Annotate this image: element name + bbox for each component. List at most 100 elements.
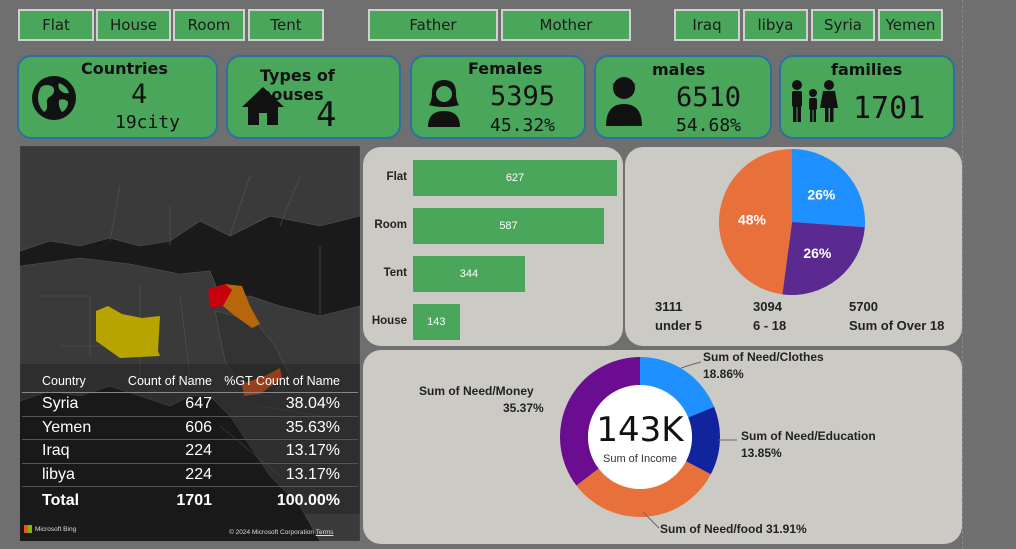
kpi-house-types-value: 4 [316,95,337,135]
female-icon [428,80,460,127]
cell-count: 224 [185,442,212,460]
kpi-males-card: males 6510 54.68% [594,55,772,139]
slicer-room[interactable]: Room [173,9,245,41]
col-country-header[interactable]: Country [42,373,86,388]
kpi-countries-card: Countries 4 19city [17,55,218,139]
need-education-pct: 13.85% [741,446,782,460]
kpi-families-card: families 1701 [779,55,955,139]
copyright-text: © 2024 Microsoft Corporation [229,529,314,536]
bar-house[interactable]: 143 [413,304,460,340]
needs-donut-slice[interactable] [560,357,640,486]
slicer-libya[interactable]: libya [743,9,808,41]
bar-value-label: 587 [499,220,518,232]
kpi-males-title: males [652,60,706,79]
map-copyright: © 2024 Microsoft Corporation Terms [229,529,333,536]
slicer-flat[interactable]: Flat [18,9,94,41]
needs-donut-slice[interactable] [686,406,720,475]
slicer-house[interactable]: House [96,9,171,41]
cell-count: 647 [185,395,212,413]
table-total-row: Total 1701 100.00% [22,487,358,515]
age-6to18-value: 3094 [753,299,782,314]
bar-value-label: 143 [427,316,446,328]
cell-pct: 35.63% [285,418,340,436]
donut-leader-lines [642,361,737,529]
slicer-yemen[interactable]: Yemen [878,9,943,41]
age-pie-chart: 26% 26% 48% 3111 under 5 3094 6 - 18 5700 … [625,147,962,346]
table-row: Iraq 224 13.17% [22,440,358,464]
age-under5-label: under 5 [655,318,702,333]
map-iraq[interactable] [223,284,260,328]
kpi-females-pct: 45.32% [490,115,556,136]
bar-category-label: Flat [386,171,407,183]
slicer-syria[interactable]: Syria [811,9,875,41]
kpi-females-card: Females 5395 45.32% [410,55,586,139]
male-icon [606,77,642,126]
age-pie-pct-label: 26% [803,245,832,261]
map-syria[interactable] [208,284,232,308]
cell-country: Syria [42,395,79,413]
bar-category-label: Room [374,219,407,231]
bar-category-label: Tent [383,267,407,279]
age-over18-value: 5700 [849,299,878,314]
microsoft-logo-icon [24,525,32,533]
cell-country: Iraq [42,442,70,460]
need-clothes-label: Sum of Need/Clothes [703,350,824,364]
age-pie-slice[interactable] [792,149,865,228]
bar-category-label: House [371,315,407,327]
need-money-pct: 35.37% [503,401,544,415]
table-row: Yemen 606 35.63% [22,417,358,440]
bar-flat[interactable]: 627 [413,160,617,196]
bar-value-label: 627 [505,172,525,184]
country-map[interactable] [20,146,360,541]
table-row: Syria 647 38.04% [22,393,358,417]
map-yemen[interactable] [242,368,282,396]
age-pie-slice[interactable] [718,149,792,295]
country-table: Country Count of Name %GT Count of Name … [22,369,358,515]
canvas-margin [962,0,1016,549]
col-pct-header[interactable]: %GT Count of Name [224,373,340,388]
age-under5-value: 3111 [655,299,683,314]
bar-value-label: 344 [459,268,479,280]
total-pct: 100.00% [276,492,340,509]
slicer-tent[interactable]: Tent [248,9,324,41]
kpi-females-value: 5395 [490,81,556,112]
kpi-countries-title: Countries [81,59,168,78]
bar-tent[interactable]: 344 [413,256,525,292]
kpi-females-title: Females [468,59,543,78]
needs-donut-svg [560,357,720,517]
slicer-father[interactable]: Father [368,9,498,41]
family-icon [792,80,838,122]
bing-credit-text: Microsoft Bing [35,525,77,533]
bar-room[interactable]: 587 [413,208,604,244]
age-6to18-label: 6 - 18 [753,318,787,333]
age-pie-svg: 26% 26% 48% [718,149,865,295]
col-count-header[interactable]: Count of Name [127,373,212,388]
kpi-countries-city: 19city [115,112,181,133]
cell-count: 606 [185,418,212,436]
kpi-families-value: 1701 [853,91,926,126]
age-pie-slice[interactable] [782,222,865,295]
slicer-mother[interactable]: Mother [501,9,631,41]
kpi-families-title: families [831,60,903,79]
kpi-males-value: 6510 [676,82,742,113]
needs-donut-slice[interactable] [640,357,715,418]
age-pie-pct-label: 26% [807,187,836,203]
table-row: libya 224 13.17% [22,464,358,487]
cell-pct: 38.04% [285,395,340,413]
needs-donut-chart: 143K Sum of Income Sum of Need/Clothes 1… [363,350,962,544]
cell-pct: 13.17% [285,465,340,483]
kpi-males-pct: 54.68% [676,115,742,136]
needs-donut-slice[interactable] [576,461,711,517]
table-header: Country Count of Name %GT Count of Name [22,369,358,393]
age-pie-pct-label: 48% [738,211,767,227]
age-over18-label: Sum of Over 18 [849,318,945,333]
cell-pct: 13.17% [285,442,340,460]
terms-link[interactable]: Terms [315,529,334,536]
slicer-iraq[interactable]: Iraq [674,9,740,41]
total-count: 1701 [176,492,212,509]
map-canvas [20,146,360,541]
kpi-countries-value: 4 [131,79,148,110]
kpi-house-types-card: Types of houses 4 [226,55,401,139]
kpi-house-types-title: Types of houses [260,66,335,104]
map-libya[interactable] [96,306,160,358]
